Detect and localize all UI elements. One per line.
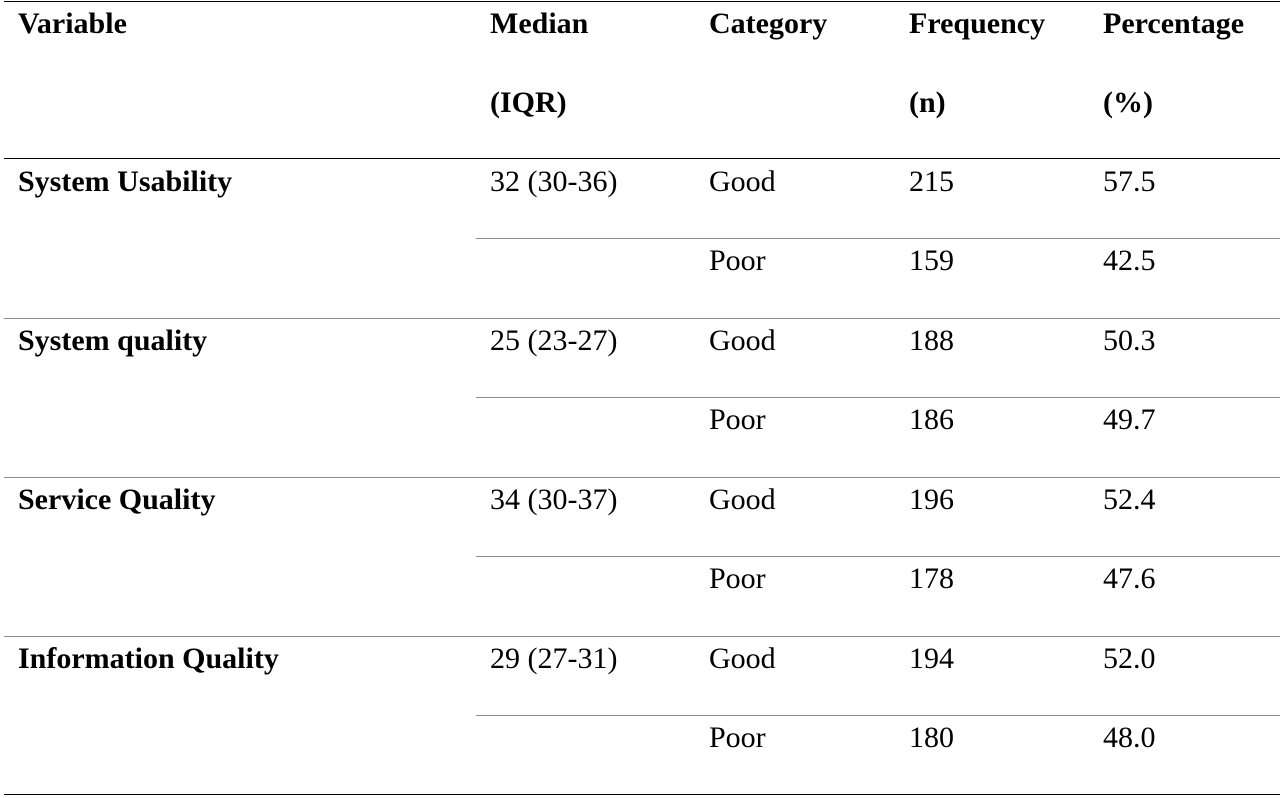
- variable-system-usability: System Usability: [18, 165, 233, 198]
- category-poor: Poor: [709, 562, 766, 595]
- percentage-poor: 47.6: [1103, 562, 1156, 595]
- header-percentage-pct: (%): [1103, 86, 1153, 119]
- variable-service-quality: Service Quality: [18, 483, 216, 516]
- frequency-poor: 180: [909, 721, 954, 754]
- percentage-good: 52.0: [1103, 642, 1156, 675]
- header-median: Median: [490, 7, 589, 40]
- frequency-good: 188: [909, 324, 954, 357]
- sub-row-divider: [476, 238, 1280, 239]
- frequency-poor: 186: [909, 403, 954, 436]
- percentage-good: 52.4: [1103, 483, 1156, 516]
- percentage-poor: 42.5: [1103, 244, 1156, 277]
- category-good: Good: [709, 642, 776, 675]
- header-frequency: Frequency: [909, 7, 1046, 40]
- group-divider: [4, 636, 1280, 637]
- frequency-good: 215: [909, 165, 954, 198]
- frequency-good: 194: [909, 642, 954, 675]
- sub-row-divider: [476, 397, 1280, 398]
- group-divider: [4, 477, 1280, 478]
- median-system-usability: 32 (30-36): [490, 165, 618, 198]
- category-poor: Poor: [709, 721, 766, 754]
- frequency-poor: 159: [909, 244, 954, 277]
- frequency-poor: 178: [909, 562, 954, 595]
- median-service-quality: 34 (30-37): [490, 483, 618, 516]
- percentage-good: 50.3: [1103, 324, 1156, 357]
- percentage-good: 57.5: [1103, 165, 1156, 198]
- median-information-quality: 29 (27-31): [490, 642, 618, 675]
- sub-row-divider: [476, 715, 1280, 716]
- header-bottom-rule: [4, 158, 1280, 159]
- median-system-quality: 25 (23-27): [490, 324, 618, 357]
- category-poor: Poor: [709, 403, 766, 436]
- table-top-rule: [4, 1, 1280, 2]
- category-good: Good: [709, 324, 776, 357]
- header-percentage: Percentage: [1103, 7, 1245, 40]
- variable-system-quality: System quality: [18, 324, 208, 357]
- header-variable: Variable: [18, 7, 127, 40]
- variable-information-quality: Information Quality: [18, 642, 279, 675]
- sub-row-divider: [476, 556, 1280, 557]
- header-category: Category: [709, 7, 828, 40]
- category-good: Good: [709, 483, 776, 516]
- group-divider: [4, 318, 1280, 319]
- frequency-good: 196: [909, 483, 954, 516]
- category-poor: Poor: [709, 244, 766, 277]
- header-frequency-n: (n): [909, 86, 946, 119]
- header-median-iqr: (IQR): [490, 86, 567, 119]
- category-good: Good: [709, 165, 776, 198]
- table-bottom-rule: [4, 794, 1280, 795]
- percentage-poor: 48.0: [1103, 721, 1156, 754]
- percentage-poor: 49.7: [1103, 403, 1156, 436]
